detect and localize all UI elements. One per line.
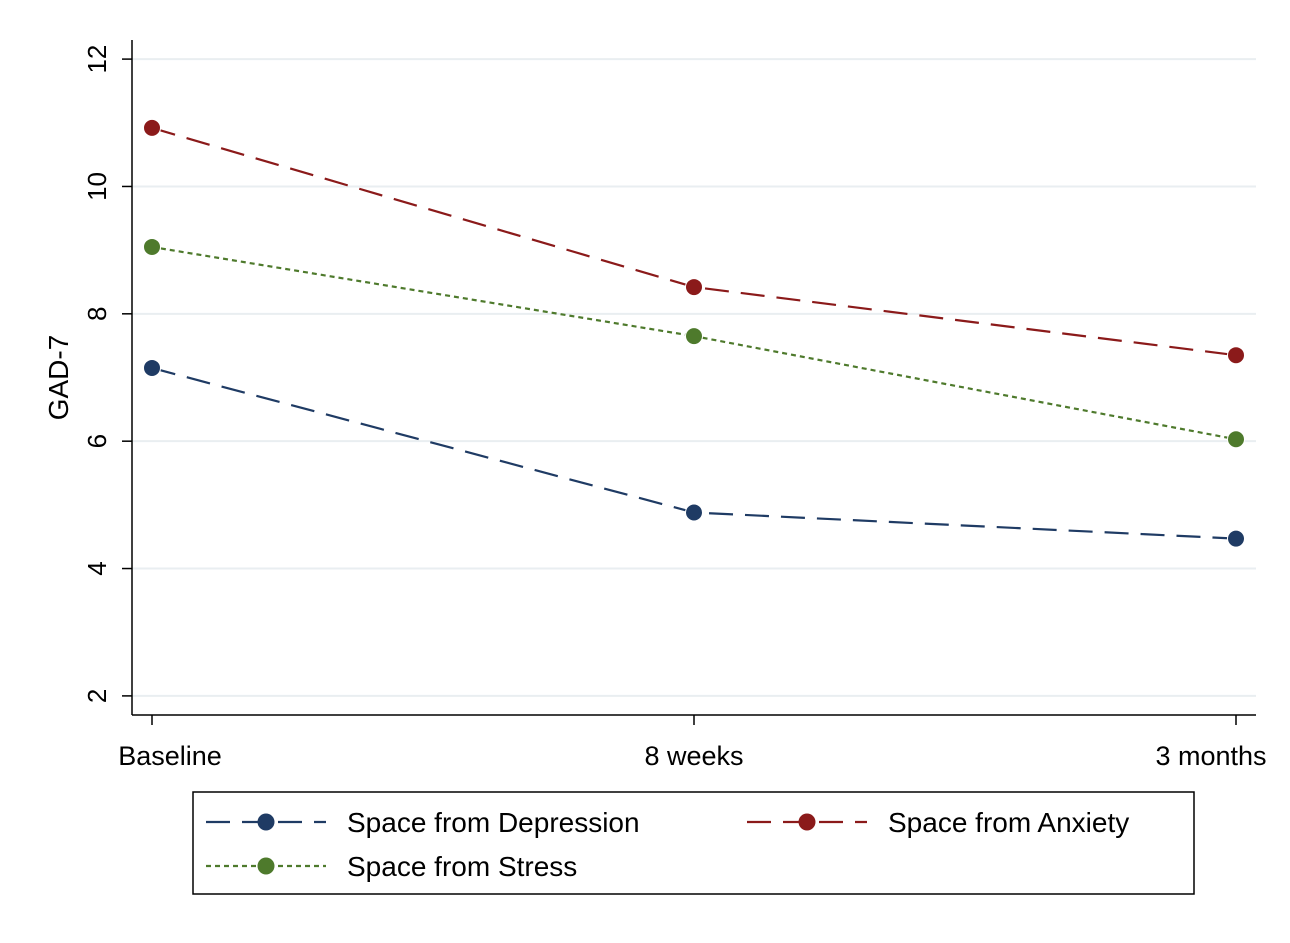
y-tick-label: 2 (82, 689, 112, 703)
legend-label: Space from Depression (347, 807, 640, 838)
legend-swatch-marker (257, 857, 275, 875)
data-point (1227, 430, 1245, 449)
legend: Space from Depression Space from Anxiety S… (192, 791, 1195, 895)
data-point (685, 327, 703, 346)
series-line (151, 126, 1237, 357)
y-axis-title: GAD-7 (43, 335, 74, 421)
x-tick-label: 3 months (1155, 741, 1266, 771)
legend-box (192, 791, 1195, 895)
legend-label: Space from Stress (347, 851, 577, 882)
data-point (1227, 346, 1245, 365)
data-point (1227, 529, 1245, 548)
gridlines (132, 58, 1256, 697)
data-point (143, 358, 161, 377)
data-point (685, 278, 703, 297)
x-tick-label: 8 weeks (644, 741, 743, 771)
data-point (143, 118, 161, 137)
y-tick-label: 4 (82, 561, 112, 575)
axes: 2 4 6 8 10 12 GAD-7 Baseline 8 weeks 3 months (43, 40, 1267, 771)
y-tick-label: 8 (82, 307, 112, 321)
data-point (143, 237, 161, 256)
series-lines (143, 118, 1245, 548)
y-tick-label: 6 (82, 434, 112, 448)
y-tick-label: 10 (82, 172, 112, 201)
legend-swatch-marker (798, 813, 816, 831)
legend-label: Space from Anxiety (888, 807, 1129, 838)
x-tick-label: Baseline (118, 741, 222, 771)
y-tick-label: 12 (82, 45, 112, 74)
legend-swatch-marker (257, 813, 275, 831)
data-point (685, 503, 703, 522)
